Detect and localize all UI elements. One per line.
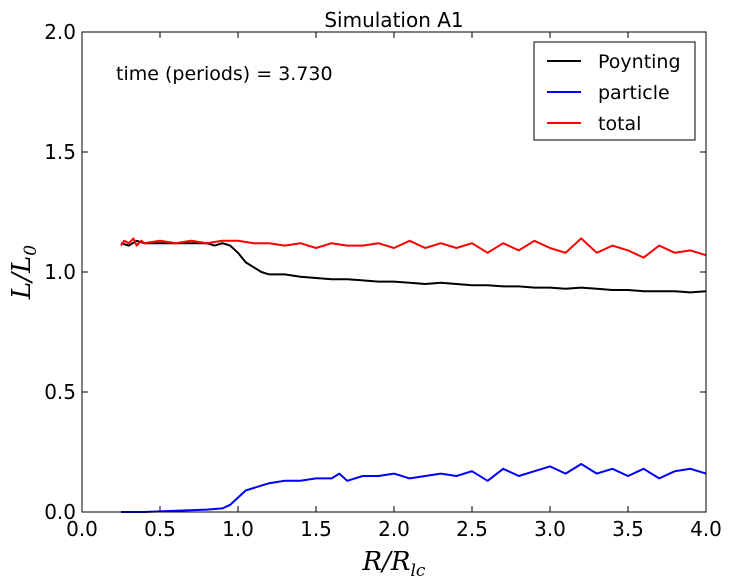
legend-label-total: total [598,113,641,135]
legend: Poynting particle total [533,41,696,141]
y-tick-label: 1.5 [44,140,76,164]
time-annotation: time (periods) = 3.730 [116,63,333,85]
x-tick-label: 0.5 [144,517,176,541]
x-tick-label: 1.0 [222,517,254,541]
x-axis-label: R/Rlc [362,547,426,581]
y-tick-label: 1.0 [44,260,76,284]
x-tick-label: 3.0 [534,517,566,541]
series-layer [120,237,707,513]
y-tick-label: 0.0 [44,500,76,524]
x-tick-label: 2.0 [378,517,410,541]
y-tick-label: 0.5 [44,380,76,404]
legend-label-poynting: Poynting [598,51,681,73]
x-tick-label: 0.0 [66,517,98,541]
y-axis-label: L/L0 [7,245,41,300]
chart-title: Simulation A1 [324,8,463,32]
x-tick-label: 3.5 [612,517,644,541]
x-tick-label: 1.5 [300,517,332,541]
legend-label-particle: particle [598,82,670,104]
x-tick-label: 4.0 [690,517,722,541]
x-tick-label: 2.5 [456,517,488,541]
ticks-layer: 0.0 0.5 1.0 1.5 2.0 2.5 3.0 3.5 4.0 0.0 0.5 1.0 1.5 2… [44,20,722,541]
y-tick-label: 2.0 [44,20,76,44]
series-line-total [120,237,707,259]
series-line-particle [121,463,707,513]
